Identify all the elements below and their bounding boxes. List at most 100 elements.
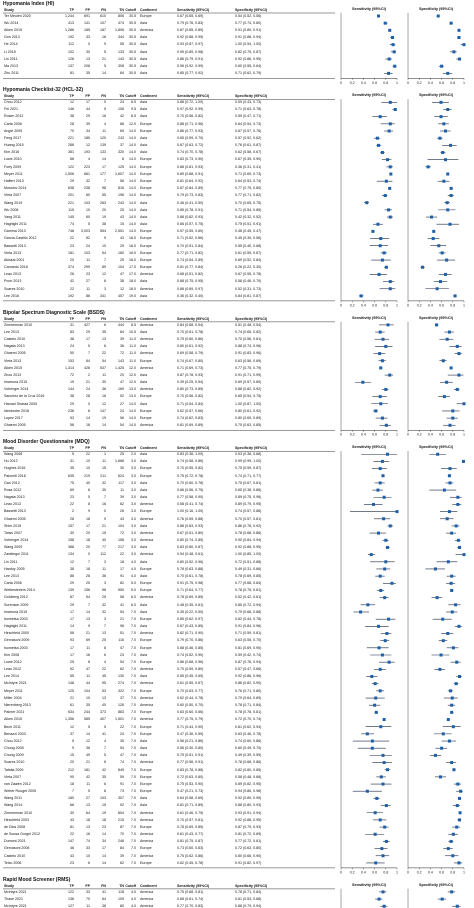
cell-specificity: 0.89 (0.75, 0.96) [235, 495, 262, 500]
cell-specificity: 0.74 (0.57, 0.88) [235, 509, 262, 514]
cell-tp: 46 [70, 846, 74, 851]
cell-fp: 9 [88, 624, 90, 629]
x-tick-label: 0.6 [439, 81, 444, 85]
cell-specificity: 0.84 (0.81, 0.87) [235, 293, 262, 298]
sensitivity-point [386, 323, 390, 327]
cell-study: Isometsa 2003 [4, 645, 28, 650]
specificity-point [442, 395, 446, 399]
sensitivity-point [374, 710, 378, 714]
cell-fp: 25 [86, 581, 90, 586]
cell-sensitivity: 0.87 (0.78, 0.93) [177, 372, 204, 377]
cell-study: Zaratiegui 2011 [4, 552, 29, 557]
cell-specificity: 0.51 (0.48, 0.54) [235, 322, 262, 327]
cell-cutoff: 12.0 [129, 121, 136, 126]
x-tick-label: 0.2 [417, 81, 422, 85]
sensitivity-point [385, 158, 389, 162]
cell-sensitivity: 0.66 (0.56, 0.75) [177, 487, 204, 492]
cell-tn: 444 [118, 322, 124, 327]
cell-tp: 148 [68, 681, 74, 686]
cell-study: Leao 2013 [4, 502, 21, 507]
cell-cutoff: 4.0 [131, 559, 136, 564]
cell-cutoff: 14.0 [129, 229, 136, 234]
cell-tp: 634 [68, 710, 74, 715]
cell-continent: Asia [140, 200, 147, 205]
specificity-plot-header: Specificity (95%CI) [419, 445, 453, 450]
cell-tp: 139 [68, 588, 74, 593]
cell-study: Hu 2012 [4, 459, 18, 464]
cell-fn: 12 [102, 272, 106, 277]
cell-fn: 35 [102, 774, 106, 779]
cell-fp: 18 [86, 516, 90, 521]
cell-cutoff: 14.0 [129, 135, 136, 140]
specificity-point [450, 588, 454, 592]
cell-tn: 62 [120, 860, 124, 865]
cell-study: Vohringer 2014 [4, 387, 29, 392]
cell-specificity: 0.92 (0.86, 0.95) [235, 56, 262, 61]
cell-study: Aiken 2015 [4, 28, 22, 33]
cell-study: Zhou 2013 [4, 372, 22, 377]
cell-study: Kim 2016 [4, 150, 20, 155]
specificity-plot-header: Specificity (95%CI) [419, 7, 453, 11]
cell-tp: 17 [70, 609, 74, 614]
x-tick-label: 0.4 [361, 81, 366, 85]
cell-fn: 7 [104, 624, 106, 629]
cell-fn: 7 [104, 746, 106, 750]
sensitivity-point [393, 64, 397, 68]
cell-fp: 5 [88, 344, 90, 349]
column-header-sensitivity: Sensitivity (95%CI) [177, 316, 210, 321]
cell-tp: 23 [70, 243, 74, 248]
cell-tn: 118 [118, 889, 124, 894]
cell-cutoff: 17.0 [129, 265, 136, 270]
cell-tn: 1,425 [115, 365, 124, 370]
cell-study: Palomiti 2018 [4, 473, 26, 478]
cell-sensitivity: 0.70 (0.56, 0.82) [177, 394, 204, 399]
cell-tp: 17 [70, 645, 74, 650]
cell-specificity: 0.60 (0.55, 0.64) [235, 63, 262, 68]
cell-continent: Europe [140, 566, 152, 571]
cell-tp: 388 [68, 545, 74, 550]
cell-fn: 32 [102, 602, 106, 607]
cell-continent: Europe [140, 781, 152, 786]
cell-fn: 20 [102, 207, 106, 212]
cell-fp: 16 [86, 832, 90, 837]
cell-sensitivity: 0.70 (0.51, 0.84) [177, 243, 204, 248]
cell-continent: Europe [140, 846, 152, 851]
cell-continent: Asia [140, 107, 147, 112]
specificity-point [449, 581, 453, 585]
specificity-point [455, 904, 459, 908]
cell-specificity: 0.92 (0.88, 0.95) [235, 545, 262, 550]
cell-fn: 8 [104, 789, 106, 794]
sensitivity-point [379, 725, 383, 729]
cell-fn: 32 [102, 480, 106, 485]
cell-specificity: 0.77 (0.68, 0.84) [235, 581, 262, 586]
specificity-point [445, 337, 449, 341]
cell-tp: 115 [68, 207, 74, 212]
column-header-tp: TP [69, 446, 74, 451]
cell-study: Weibesterlein 2014 [4, 588, 35, 593]
cell-fn: 3 [104, 616, 106, 621]
cell-specificity: 0.99 (0.99, 1.00) [235, 459, 262, 464]
cell-fp: 244 [84, 710, 90, 715]
column-header-cutoff: Cutoff [125, 8, 136, 12]
cell-sensitivity: 0.77 (0.70, 0.83) [177, 904, 204, 908]
cell-fn: 53 [102, 688, 106, 693]
cell-specificity: 0.64 (0.53, 0.74) [235, 179, 262, 183]
cell-tn: 322 [118, 688, 124, 693]
cell-study: Feng 2017 [4, 135, 22, 140]
cell-tn: 43 [120, 214, 124, 219]
specificity-point [438, 775, 442, 779]
specificity-point [455, 804, 459, 808]
sensitivity-point [374, 409, 378, 413]
cell-sensitivity: 0.75 (0.72, 0.78) [177, 473, 204, 478]
cell-specificity: 0.94 (0.86, 0.98) [235, 789, 262, 794]
cell-tn: 56 [120, 415, 124, 420]
cell-fn: 16 [102, 502, 106, 507]
cell-fn: 11 [102, 459, 106, 464]
cell-study: Leao 2013 [4, 272, 21, 277]
cell-fn: 14 [102, 853, 106, 858]
cell-continent: America [140, 272, 154, 277]
cell-study: Meyer 2011 [4, 171, 23, 176]
cell-study: Forty 2009 [4, 164, 22, 169]
cell-study: van Zaalen 2012 [4, 781, 31, 786]
cell-study: Gamma 2013 [4, 229, 26, 234]
